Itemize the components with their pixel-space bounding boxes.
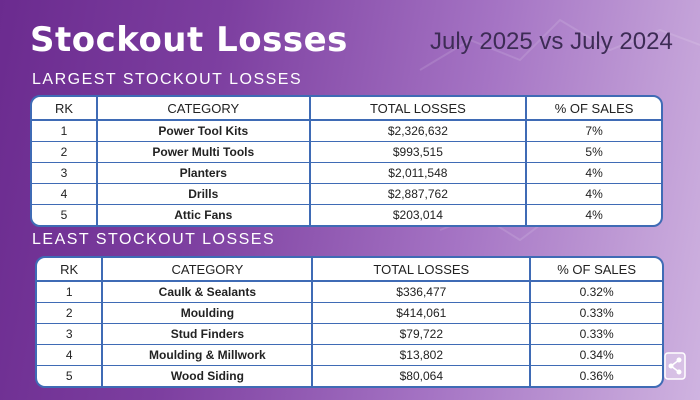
share-icon[interactable] xyxy=(664,352,686,380)
total-losses-cell: $2,326,632 xyxy=(311,121,528,141)
table-row: 1 Caulk & Sealants $336,477 0.32% xyxy=(37,282,662,303)
column-header-pct-sales: % OF SALES xyxy=(557,261,636,277)
rank-cell: 3 xyxy=(37,324,104,344)
column-header-total-losses: TOTAL LOSSES xyxy=(313,258,532,280)
category-cell: Caulk & Sealants xyxy=(103,282,314,302)
table-header-row: RK CATEGORY TOTAL LOSSES % OF SALES xyxy=(32,97,661,121)
pct-sales-cell: 0.33% xyxy=(579,306,614,320)
table-row: 1 Power Tool Kits $2,326,632 7% xyxy=(32,121,661,142)
category-cell: Drills xyxy=(98,184,311,204)
date-comparison-subtitle: July 2025 vs July 2024 xyxy=(430,28,673,55)
column-header-category: CATEGORY xyxy=(103,258,314,280)
table-header-row: RK CATEGORY TOTAL LOSSES % OF SALES xyxy=(37,258,662,282)
category-cell: Stud Finders xyxy=(103,324,314,344)
total-losses-cell: $2,887,762 xyxy=(311,184,528,204)
category-cell: Moulding & Millwork xyxy=(103,345,314,365)
pct-sales-cell: 4% xyxy=(585,208,603,222)
rank-cell: 1 xyxy=(37,282,104,302)
least-losses-section-label: LEAST STOCKOUT LOSSES xyxy=(32,231,276,248)
category-cell: Attic Fans xyxy=(98,205,311,225)
total-losses-cell: $336,477 xyxy=(313,282,532,302)
table-row: 4 Drills $2,887,762 4% xyxy=(32,184,661,205)
table-row: 5 Attic Fans $203,014 4% xyxy=(32,205,661,225)
category-cell: Power Tool Kits xyxy=(98,121,311,141)
category-cell: Planters xyxy=(98,163,311,183)
total-losses-cell: $80,064 xyxy=(313,366,532,386)
total-losses-cell: $79,722 xyxy=(313,324,532,344)
largest-losses-section-label: LARGEST STOCKOUT LOSSES xyxy=(32,71,303,88)
total-losses-cell: $993,515 xyxy=(311,142,528,162)
pct-sales-cell: 0.33% xyxy=(579,327,614,341)
table-row: 2 Moulding $414,061 0.33% xyxy=(37,303,662,324)
largest-losses-table: RK CATEGORY TOTAL LOSSES % OF SALES 1 Po… xyxy=(30,95,663,227)
total-losses-cell: $2,011,548 xyxy=(311,163,528,183)
least-losses-table: RK CATEGORY TOTAL LOSSES % OF SALES 1 Ca… xyxy=(35,256,664,388)
rank-cell: 5 xyxy=(32,205,98,225)
table-row: 3 Stud Finders $79,722 0.33% xyxy=(37,324,662,345)
category-cell: Power Multi Tools xyxy=(98,142,311,162)
total-losses-cell: $414,061 xyxy=(313,303,532,323)
table-row: 5 Wood Siding $80,064 0.36% xyxy=(37,366,662,386)
rank-cell: 2 xyxy=(32,142,98,162)
pct-sales-cell: 0.32% xyxy=(579,285,614,299)
page-title: Stockout Losses xyxy=(30,20,348,60)
pct-sales-cell: 0.34% xyxy=(579,348,614,362)
pct-sales-cell: 0.36% xyxy=(579,369,614,383)
column-header-total-losses: TOTAL LOSSES xyxy=(311,97,528,119)
table-row: 2 Power Multi Tools $993,515 5% xyxy=(32,142,661,163)
pct-sales-cell: 7% xyxy=(585,124,603,138)
total-losses-cell: $13,802 xyxy=(313,345,532,365)
rank-cell: 5 xyxy=(37,366,104,386)
total-losses-cell: $203,014 xyxy=(311,205,528,225)
column-header-rank: RK xyxy=(37,258,104,280)
rank-cell: 3 xyxy=(32,163,98,183)
category-cell: Moulding xyxy=(103,303,314,323)
rank-cell: 2 xyxy=(37,303,104,323)
column-header-category: CATEGORY xyxy=(98,97,311,119)
category-cell: Wood Siding xyxy=(103,366,314,386)
rank-cell: 4 xyxy=(32,184,98,204)
rank-cell: 4 xyxy=(37,345,104,365)
pct-sales-cell: 5% xyxy=(585,145,603,159)
pct-sales-cell: 4% xyxy=(585,187,603,201)
column-header-rank: RK xyxy=(32,97,98,119)
table-row: 3 Planters $2,011,548 4% xyxy=(32,163,661,184)
table-row: 4 Moulding & Millwork $13,802 0.34% xyxy=(37,345,662,366)
column-header-pct-sales: % OF SALES xyxy=(554,100,634,116)
pct-sales-cell: 4% xyxy=(585,166,603,180)
rank-cell: 1 xyxy=(32,121,98,141)
